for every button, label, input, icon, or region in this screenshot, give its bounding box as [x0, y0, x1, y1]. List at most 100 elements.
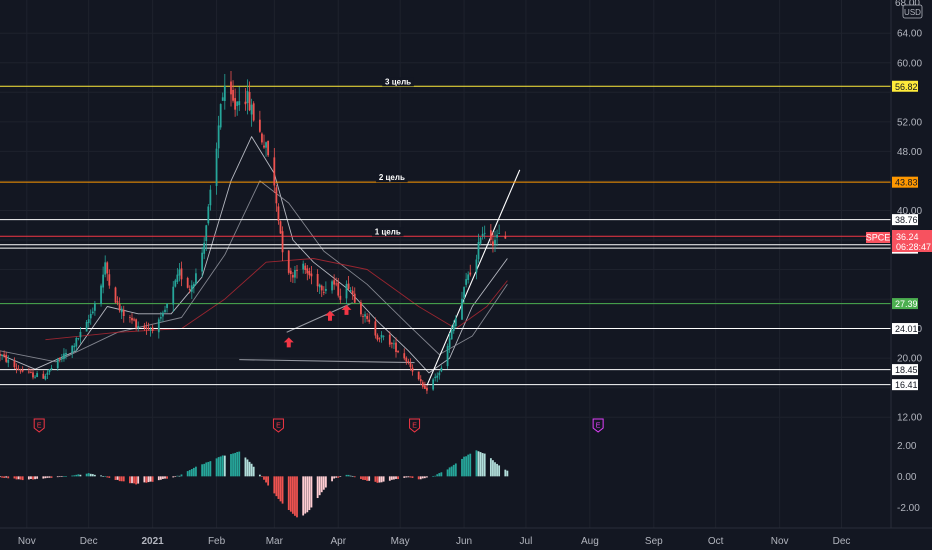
level-price-badge: [892, 176, 918, 188]
osc-bar: [209, 461, 212, 477]
trend-lines[interactable]: [239, 169, 521, 386]
horizontal-levels[interactable]: 3 цель 2 цель 1 цель: [0, 77, 891, 386]
time-tick-label: Feb: [208, 536, 226, 547]
level-price-badge: [892, 298, 918, 310]
osc-bar: [393, 476, 395, 480]
time-tick-label: Nov: [771, 536, 789, 547]
trend-line[interactable]: [426, 169, 521, 386]
candle-body: [73, 345, 76, 348]
osc-bar: [426, 476, 428, 478]
earnings-icon: [33, 418, 45, 433]
candle-body: [258, 119, 261, 132]
candle-body: [232, 89, 234, 101]
candle-body: [279, 221, 282, 234]
osc-bar: [30, 476, 32, 479]
osc-bar: [366, 476, 369, 481]
up-arrow-icon[interactable]: [325, 310, 335, 321]
osc-bar: [15, 476, 18, 480]
candle-body: [275, 187, 278, 204]
symbol-tag-bg: [866, 232, 890, 243]
osc-bar: [186, 471, 189, 477]
time-tick-label: Mar: [266, 536, 284, 547]
osc-bar: [195, 466, 197, 477]
candle-body: [219, 104, 222, 128]
osc-bar: [337, 476, 340, 478]
osc-bar: [411, 476, 414, 478]
up-arrow-icon[interactable]: [341, 304, 352, 315]
level-price-badge: [892, 214, 918, 226]
candle-body: [376, 335, 379, 340]
candle-body: [19, 370, 22, 372]
candle-body: [492, 241, 494, 246]
candle-body: [71, 345, 74, 353]
earnings-marker[interactable]: E: [592, 418, 604, 433]
osc-bar: [217, 457, 220, 477]
candle-body: [201, 252, 204, 272]
level-text-bg: [371, 227, 404, 237]
candle-body: [85, 321, 88, 332]
osc-bar: [201, 464, 204, 477]
candle-body: [166, 303, 168, 308]
osc-bar: [13, 476, 16, 479]
candle-body: [469, 272, 472, 275]
osc-bar: [258, 474, 261, 477]
time-axis[interactable]: Nov Dec 2021 Feb Mar Apr May Jun Jul Aug Sep Oct Nov…: [18, 536, 850, 547]
candle-body: [248, 91, 251, 111]
osc-bar: [498, 465, 501, 477]
time-tick-label: Nov: [18, 536, 36, 547]
candle-body: [364, 314, 366, 317]
candle-body: [267, 140, 270, 156]
osc-bar: [65, 476, 67, 477]
currency-button[interactable]: USD: [902, 4, 923, 19]
candle-body: [496, 234, 498, 238]
osc-bar: [504, 469, 507, 477]
candle-body: [77, 338, 80, 339]
candle-body: [252, 103, 255, 121]
candle-body: [5, 354, 8, 362]
osc-bar: [232, 453, 234, 477]
trend-line[interactable]: [239, 359, 415, 364]
osc-bar: [316, 476, 319, 499]
buy-arrows[interactable]: [283, 304, 352, 348]
osc-bar: [467, 454, 470, 477]
osc-bar: [75, 474, 78, 477]
earnings-label: E: [37, 423, 42, 430]
osc-bar: [190, 469, 193, 477]
time-tick-label: 2021: [142, 536, 165, 547]
earnings-marker[interactable]: E: [409, 418, 421, 433]
candle-body: [277, 206, 280, 221]
osc-bar: [159, 476, 162, 480]
osc-bar: [419, 476, 422, 480]
candle-body: [409, 363, 412, 368]
last-price-bg: [892, 230, 932, 252]
candle-body: [145, 327, 148, 329]
earnings-marker[interactable]: E: [33, 418, 45, 433]
candle-body: [454, 318, 457, 327]
osc-bar: [469, 453, 472, 477]
osc-bar: [106, 476, 109, 478]
up-arrow-icon[interactable]: [283, 337, 294, 348]
candle-body: [291, 275, 294, 278]
candle-body: [27, 371, 30, 373]
price-tick-label: 52.00: [897, 117, 922, 128]
trend-line[interactable]: [286, 302, 353, 333]
osc-bar: [423, 476, 426, 479]
osc-bar: [477, 451, 480, 477]
candle-body: [411, 367, 414, 372]
osc-bar: [479, 452, 482, 477]
osc-bar: [149, 476, 152, 482]
earnings-marker[interactable]: E: [272, 418, 284, 433]
candle-body: [176, 274, 179, 282]
osc-bar: [176, 475, 179, 477]
candle-body: [15, 367, 18, 369]
symbol-price-box[interactable]: SPCE 36.24 06:28:47: [866, 230, 932, 252]
candle-body: [104, 262, 107, 275]
osc-bar: [440, 472, 443, 477]
candle-body: [423, 385, 426, 389]
osc-bar: [180, 474, 183, 477]
osc-bar: [362, 476, 364, 480]
candle-body: [56, 358, 59, 369]
osc-bar: [116, 476, 119, 480]
